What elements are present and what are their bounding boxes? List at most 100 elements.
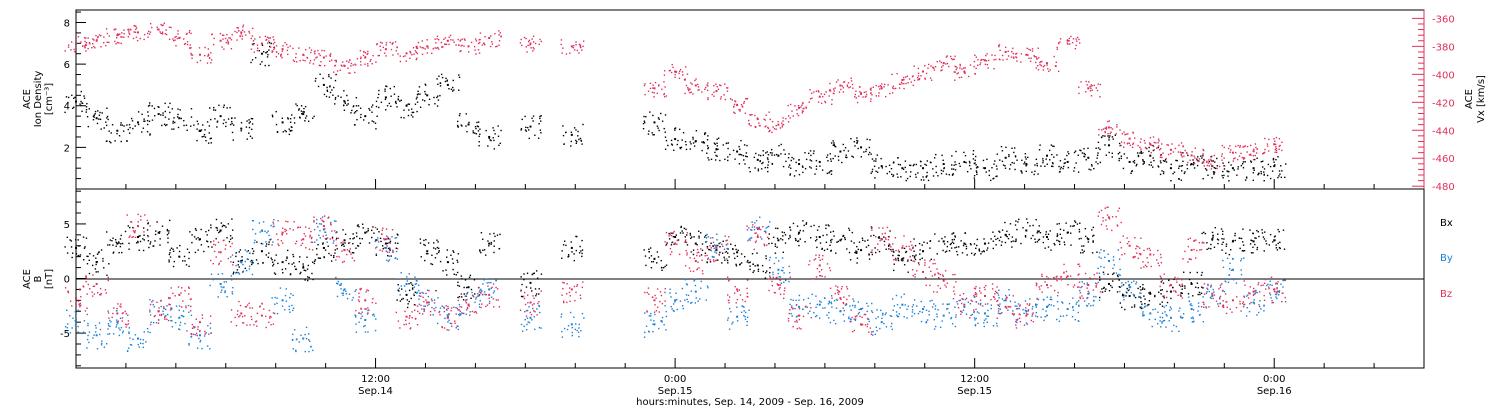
scatter-dot bbox=[963, 72, 966, 74]
scatter-dot bbox=[199, 339, 202, 342]
scatter-dot bbox=[903, 79, 905, 81]
scatter-dot bbox=[938, 240, 940, 242]
scatter-dot bbox=[893, 263, 895, 265]
top-left-axis-title: ACE Ion Density [cm⁻³] bbox=[22, 71, 55, 128]
scatter-dot bbox=[716, 142, 718, 144]
scatter-dot bbox=[875, 326, 878, 328]
scatter-dot bbox=[219, 32, 222, 35]
scatter-dot bbox=[106, 274, 108, 277]
scatter-dot bbox=[780, 122, 783, 124]
scatter-dot bbox=[665, 243, 668, 246]
scatter-dot bbox=[1234, 239, 1236, 242]
scatter-dot bbox=[325, 95, 328, 98]
scatter-dot bbox=[385, 44, 387, 46]
scatter-dot bbox=[271, 114, 274, 116]
scatter-dot bbox=[698, 89, 700, 91]
scatter-dot bbox=[689, 148, 692, 150]
scatter-dot bbox=[182, 38, 185, 40]
scatter-dot bbox=[1239, 247, 1241, 250]
scatter-dot bbox=[707, 157, 709, 159]
scatter-dot bbox=[310, 51, 312, 54]
scatter-dot bbox=[1228, 180, 1230, 182]
scatter-dot bbox=[408, 289, 411, 292]
scatter-dot bbox=[452, 39, 454, 41]
scatter-dot bbox=[848, 251, 851, 254]
scatter-dot bbox=[977, 322, 979, 325]
scatter-dot bbox=[663, 127, 665, 130]
scatter-dot bbox=[1021, 159, 1023, 162]
scatter-dot bbox=[120, 251, 123, 254]
scatter-dot bbox=[1154, 295, 1156, 298]
scatter-dot bbox=[682, 131, 685, 134]
scatter-dot bbox=[311, 117, 314, 119]
scatter-dot bbox=[856, 262, 858, 264]
data-point bbox=[1004, 50, 1007, 53]
scatter-dot bbox=[1243, 145, 1245, 148]
scatter-dot bbox=[870, 153, 872, 155]
scatter-dot bbox=[178, 305, 181, 307]
scatter-dot bbox=[171, 326, 174, 328]
scatter-dot bbox=[367, 309, 369, 312]
top-ylabel-line-3: [cm⁻³] bbox=[44, 83, 55, 115]
scatter-dot bbox=[271, 261, 274, 263]
scatter-dot bbox=[992, 325, 995, 327]
scatter-dot bbox=[457, 253, 460, 255]
scatter-dot bbox=[113, 251, 115, 253]
scatter-dot bbox=[866, 302, 868, 305]
scatter-dot bbox=[183, 124, 185, 127]
scatter-dot bbox=[1076, 223, 1079, 225]
scatter-dot bbox=[740, 262, 743, 264]
scatter-dot bbox=[1242, 244, 1245, 246]
scatter-dot bbox=[1078, 300, 1080, 302]
scatter-dot bbox=[366, 53, 368, 56]
scatter-dot bbox=[1095, 87, 1097, 89]
scatter-dot bbox=[149, 331, 151, 334]
scatter-dot bbox=[1161, 156, 1163, 159]
scatter-dot bbox=[418, 298, 420, 300]
data-point bbox=[446, 315, 449, 318]
scatter-dot bbox=[832, 88, 835, 90]
scatter-dot bbox=[424, 90, 426, 93]
scatter-dot bbox=[168, 38, 171, 41]
scatter-dot bbox=[65, 309, 68, 312]
scatter-dot bbox=[118, 251, 120, 254]
scatter-dot bbox=[780, 282, 782, 284]
scatter-dot bbox=[1216, 157, 1218, 160]
scatter-dot bbox=[196, 347, 199, 349]
scatter-dot bbox=[488, 300, 491, 303]
scatter-dot bbox=[1213, 167, 1215, 169]
scatter-dot bbox=[207, 324, 209, 327]
scatter-dot bbox=[842, 87, 845, 89]
scatter-dot bbox=[381, 42, 383, 44]
scatter-dot bbox=[690, 302, 692, 304]
scatter-dot bbox=[254, 57, 257, 59]
scatter-dot bbox=[857, 248, 859, 251]
scatter-dot bbox=[1053, 156, 1055, 158]
scatter-dot bbox=[540, 120, 542, 122]
scatter-dot bbox=[759, 154, 762, 157]
scatter-dot bbox=[83, 95, 85, 97]
scatter-dot bbox=[524, 318, 526, 321]
scatter-dot bbox=[732, 149, 735, 152]
scatter-dot bbox=[713, 84, 715, 87]
scatter-dot bbox=[273, 41, 276, 44]
scatter-dot bbox=[388, 251, 391, 253]
scatter-dot bbox=[1008, 233, 1010, 236]
scatter-dot bbox=[322, 243, 324, 245]
scatter-dot bbox=[1217, 233, 1219, 235]
scatter-dot bbox=[865, 91, 867, 93]
scatter-dot bbox=[1161, 322, 1163, 324]
scatter-dot bbox=[308, 47, 311, 49]
scatter-dot bbox=[195, 238, 197, 240]
data-point bbox=[322, 56, 325, 59]
scatter-dot bbox=[824, 307, 826, 309]
data-point bbox=[694, 290, 697, 293]
scatter-dot bbox=[190, 47, 192, 49]
scatter-dot bbox=[682, 74, 684, 76]
scatter-dot bbox=[951, 155, 953, 157]
scatter-dot bbox=[1067, 43, 1069, 45]
scatter-dot bbox=[1026, 218, 1028, 220]
scatter-dot bbox=[167, 232, 170, 234]
scatter-dot bbox=[452, 79, 454, 82]
scatter-dot bbox=[571, 331, 574, 334]
